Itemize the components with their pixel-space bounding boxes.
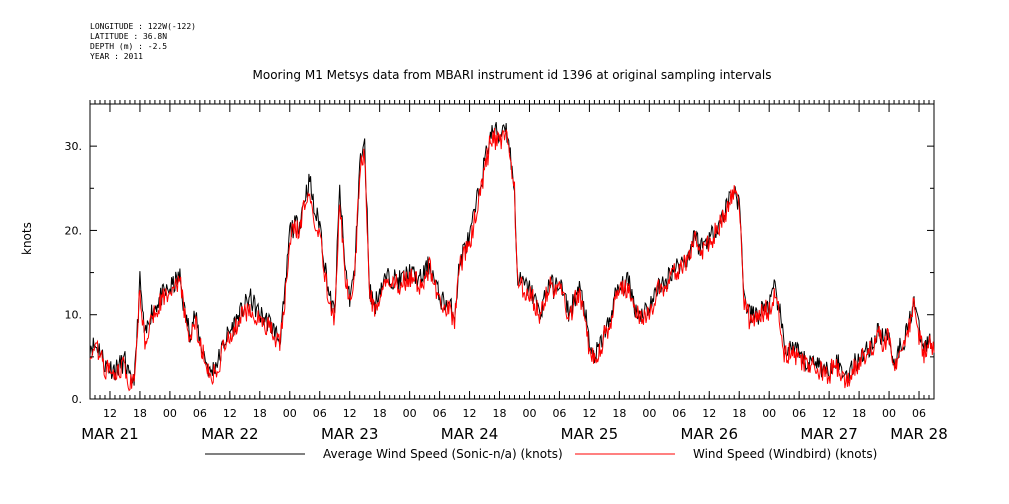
x-tick-label: 18 — [493, 407, 507, 420]
x-tick-label: 12 — [822, 407, 836, 420]
x-tick-label: 18 — [133, 407, 147, 420]
x-tick-label: 18 — [373, 407, 387, 420]
chart-title: Mooring M1 Metsys data from MBARI instru… — [252, 68, 772, 82]
series-layer — [89, 121, 935, 392]
x-day-label: MAR 23 — [321, 425, 378, 443]
axis-layer: 0. 10. 20. 30. 12 18 00 06 12 18 00 06 12 18 00 06 12 18 0… — [65, 100, 948, 443]
x-tick-label: 06 — [433, 407, 447, 420]
x-day-label: MAR 25 — [561, 425, 618, 443]
y-tick-label: 10. — [65, 309, 83, 322]
x-tick-label: 00 — [762, 407, 776, 420]
x-tick-label: 00 — [403, 407, 417, 420]
x-tick-label: 06 — [193, 407, 207, 420]
x-tick-label: 00 — [642, 407, 656, 420]
legend-label-1: Wind Speed (Windbird) (knots) — [693, 447, 877, 461]
y-tick-label: 30. — [65, 140, 83, 153]
x-tick-label: 00 — [163, 407, 177, 420]
x-day-label: MAR 22 — [201, 425, 258, 443]
legend-label-0: Average Wind Speed (Sonic-n/a) (knots) — [323, 447, 563, 461]
x-tick-label: 00 — [283, 407, 297, 420]
x-tick-label: 12 — [103, 407, 117, 420]
x-day-label: MAR 27 — [800, 425, 857, 443]
x-tick-label: 18 — [612, 407, 626, 420]
y-tick-label: 0. — [72, 393, 83, 406]
legend: Average Wind Speed (Sonic-n/a) (knots) Wi… — [205, 447, 877, 461]
meta-depth: DEPTH (m) : -2.5 — [90, 42, 168, 51]
x-tick-label: 06 — [792, 407, 806, 420]
x-tick-label: 06 — [672, 407, 686, 420]
x-tick-label: 18 — [732, 407, 746, 420]
x-tick-label: 18 — [852, 407, 866, 420]
x-tick-label: 06 — [912, 407, 926, 420]
x-tick-label: 00 — [522, 407, 536, 420]
x-tick-label: 12 — [343, 407, 357, 420]
x-tick-label: 12 — [463, 407, 477, 420]
x-tick-label: 06 — [552, 407, 566, 420]
meta-latitude: LATITUDE : 36.8N — [90, 32, 168, 41]
x-tick-label: 12 — [702, 407, 716, 420]
series-line-0 — [89, 121, 935, 386]
x-day-label: MAR 21 — [81, 425, 138, 443]
plot-frame — [89, 103, 935, 400]
x-day-label: MAR 24 — [441, 425, 498, 443]
x-tick-label: 18 — [253, 407, 267, 420]
x-day-label: MAR 26 — [681, 425, 738, 443]
x-tick-label: 06 — [313, 407, 327, 420]
series-line-1 — [89, 127, 935, 392]
meta-year: YEAR : 2011 — [90, 52, 143, 61]
x-day-label: MAR 28 — [890, 425, 947, 443]
y-tick-label: 20. — [65, 224, 83, 237]
x-tick-label: 12 — [223, 407, 237, 420]
x-tick-label: 12 — [582, 407, 596, 420]
meta-longitude: LONGITUDE : 122W(-122) — [90, 22, 196, 31]
x-tick-label: 00 — [882, 407, 896, 420]
